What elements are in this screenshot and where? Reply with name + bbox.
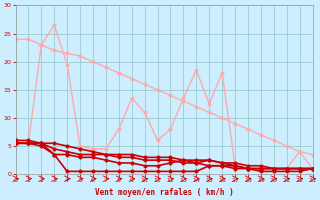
X-axis label: Vent moyen/en rafales ( km/h ): Vent moyen/en rafales ( km/h )	[95, 188, 233, 197]
